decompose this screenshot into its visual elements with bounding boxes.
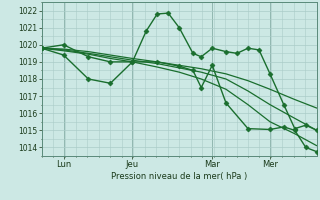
X-axis label: Pression niveau de la mer( hPa ): Pression niveau de la mer( hPa ) — [111, 172, 247, 181]
